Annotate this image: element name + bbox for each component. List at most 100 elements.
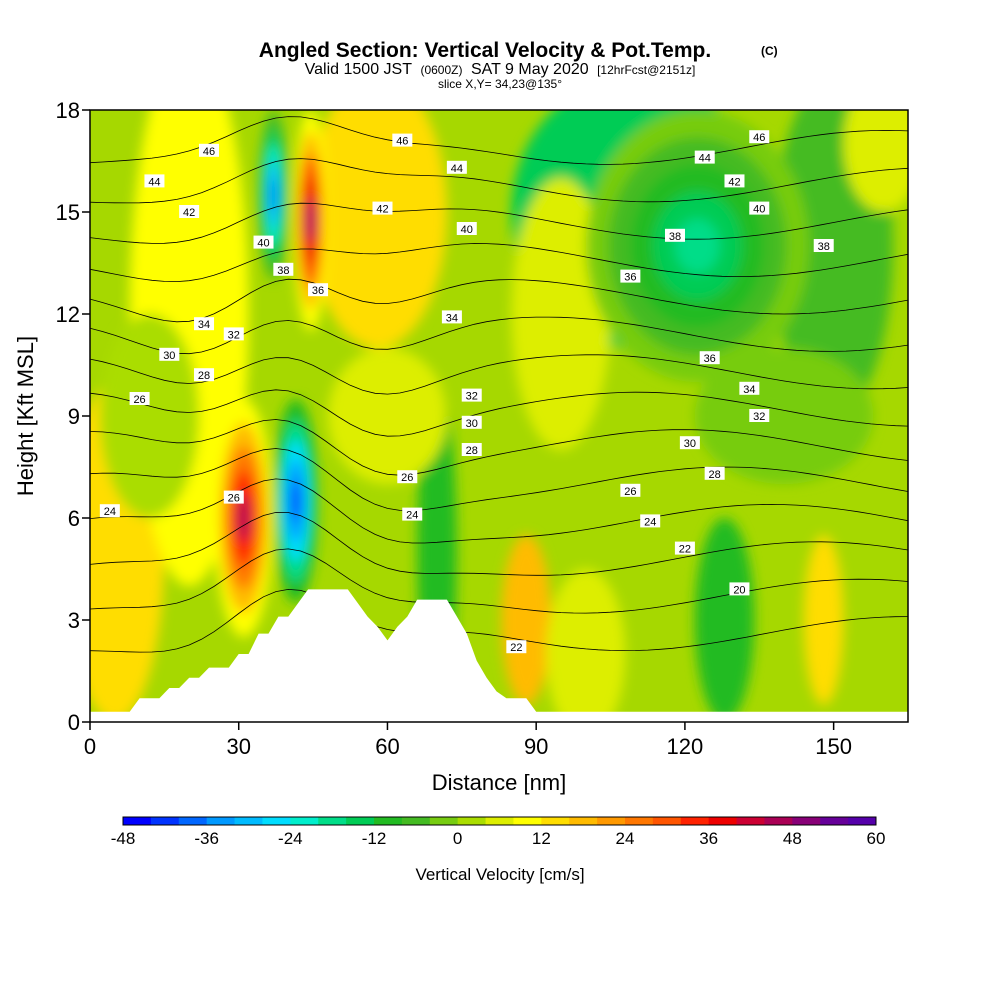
colorbar-swatch (262, 817, 291, 825)
theta-label: 40 (456, 222, 477, 236)
theta-label-text: 40 (257, 238, 269, 250)
velocity-patch (308, 110, 447, 348)
theta-label-text: 44 (148, 176, 160, 188)
colorbar-tick-label: 36 (699, 829, 718, 848)
x-tick-label: 120 (667, 734, 704, 759)
theta-label: 46 (198, 143, 219, 158)
x-axis-title: Distance [nm] (432, 770, 567, 795)
theta-label-text: 28 (466, 445, 478, 457)
colorbar-swatch (513, 817, 542, 825)
colorbar: -48 -36 -24 -12 0 12 24 36 48 60 (111, 816, 885, 848)
theta-label: 44 (694, 150, 715, 165)
colorbar-title: Vertical Velocity [cm/s] (415, 865, 584, 884)
colorbar-tick-label: -12 (362, 829, 387, 848)
theta-label: 30 (461, 415, 482, 430)
chart-title: Angled Section: Vertical Velocity & Pot.… (259, 39, 711, 62)
theta-label: 36 (308, 283, 329, 297)
colorbar-swatch (625, 817, 654, 825)
velocity-updraft (307, 198, 315, 243)
y-axis: 0 3 6 9 12 15 18 (56, 98, 90, 735)
theta-contour (90, 278, 908, 323)
theta-contour (90, 419, 908, 476)
colorbar-swatch (318, 817, 347, 825)
valid-time: Valid 1500 JST (305, 61, 413, 78)
theta-label: 34 (194, 317, 215, 331)
theta-label-text: 32 (753, 411, 765, 423)
chart-subtitle: Valid 1500 JST (0600Z) SAT 9 May 2020 [1… (305, 61, 696, 78)
theta-label-text: 34 (743, 384, 755, 396)
theta-label: 24 (640, 514, 661, 528)
colorbar-swatch (820, 817, 849, 825)
y-tick-label: 15 (56, 200, 80, 225)
theta-label-text: 20 (733, 584, 745, 596)
x-tick-label: 60 (375, 734, 399, 759)
colorbar-frame (122, 816, 877, 826)
colorbar-swatch (792, 817, 821, 825)
colorbar-tick-label: -36 (194, 829, 219, 848)
theta-label: 44 (144, 174, 165, 188)
theta-label-text: 30 (684, 438, 696, 450)
colorbar-swatch (485, 817, 514, 825)
theta-contour (90, 116, 908, 165)
theta-label: 44 (446, 160, 467, 175)
y-tick-label: 12 (56, 302, 80, 327)
velocity-downdraft (270, 178, 277, 212)
theta-label: 26 (129, 392, 150, 406)
theta-label-text: 36 (624, 272, 636, 284)
theta-contour (90, 588, 908, 653)
velocity-patch (327, 348, 447, 484)
colorbar-tick-label: -24 (278, 829, 303, 848)
terrain (90, 589, 908, 722)
y-tick-label: 6 (68, 506, 80, 531)
theta-contour (90, 354, 908, 395)
colorbar-swatch (346, 817, 375, 825)
theta-label: 40 (253, 235, 274, 250)
theta-label-text: 34 (446, 312, 458, 324)
theta-label-text: 36 (704, 353, 716, 365)
colorbar-swatch (401, 817, 431, 825)
theta-label: 42 (724, 174, 745, 188)
colorbar-swatch (597, 817, 626, 825)
colorbar-swatch (429, 817, 459, 825)
colorbar-tick-label: 48 (783, 829, 802, 848)
forecast-info: [12hrFcst@2151z] (597, 63, 695, 77)
colorbar-swatch (457, 817, 487, 825)
theta-label: 24 (402, 507, 423, 522)
y-tick-label: 9 (68, 404, 80, 429)
colorbar-swatch (290, 817, 319, 825)
theta-label-text: 42 (183, 207, 195, 219)
theta-label: 42 (179, 205, 200, 219)
theta-label-text: 26 (624, 486, 636, 498)
theta-label: 42 (372, 201, 393, 216)
x-tick-label: 30 (226, 734, 250, 759)
theta-contour (90, 243, 908, 283)
theta-label: 46 (749, 130, 770, 144)
theta-label: 22 (506, 640, 527, 654)
theta-label: 32 (461, 388, 482, 403)
theta-label-text: 22 (679, 544, 691, 556)
velocity-field (90, 110, 908, 722)
colorbar-swatch (708, 817, 738, 825)
theta-label: 36 (620, 269, 641, 284)
theta-label: 26 (223, 490, 244, 505)
theta-contour (90, 316, 908, 355)
colorbar-swatch (652, 817, 682, 825)
theta-label: 38 (813, 239, 834, 253)
theta-contour (90, 448, 908, 512)
x-tick-label: 150 (815, 734, 852, 759)
theta-label-text: 46 (396, 136, 408, 148)
colorbar-swatch (206, 817, 236, 825)
y-tick-label: 0 (68, 710, 80, 735)
colorbar-swatch (541, 817, 570, 825)
theta-label-text: 40 (461, 224, 473, 236)
theta-label-text: 38 (818, 241, 830, 253)
theta-contour (90, 511, 908, 576)
theta-label-text: 38 (669, 231, 681, 243)
velocity-patch (803, 535, 844, 705)
theta-label: 30 (159, 347, 180, 362)
theta-label-text: 24 (406, 510, 418, 522)
theta-label: 24 (99, 504, 120, 518)
x-tick-label: 90 (524, 734, 548, 759)
plot-area: 46 44 42 40 38 36 34 32 30 28 26 26 24 46 42 44 40 34 32 30… (90, 110, 908, 722)
